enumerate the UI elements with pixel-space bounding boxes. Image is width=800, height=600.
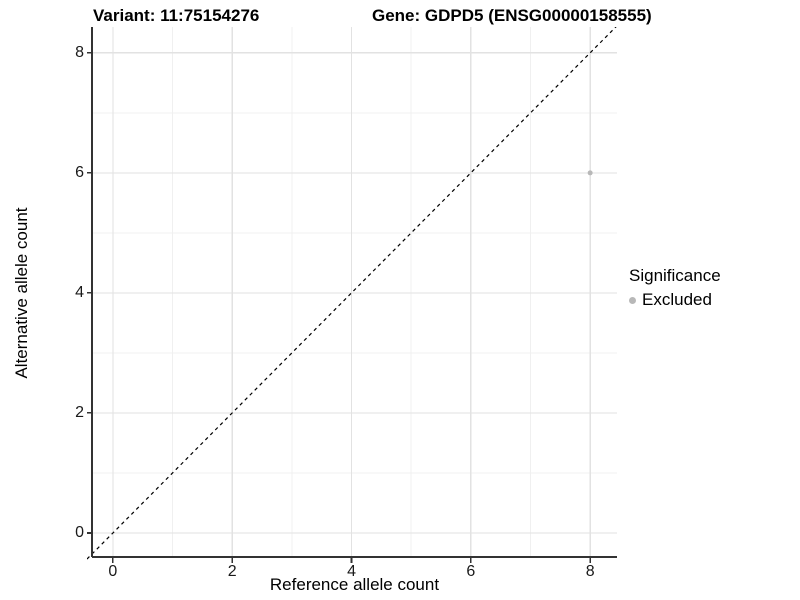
y-tick-label: 2 [75,403,84,421]
plot-title-variant: Variant: 11:75154276 [93,6,260,25]
y-tick-label: 6 [75,163,84,181]
y-tick-label: 0 [75,523,84,541]
y-tick-label: 8 [75,43,84,61]
legend-item-excluded: Excluded [629,290,721,310]
y-axis-title: Alternative allele count [12,207,31,379]
legend-item-label: Excluded [642,290,712,309]
legend-point-icon [629,296,636,304]
x-tick-label: 6 [466,563,476,580]
data-point [587,170,593,176]
plot-title-gene: Gene: GDPD5 (ENSG00000158555) [372,6,652,25]
x-tick-label: 2 [227,563,237,580]
x-axis-title: Reference allele count [269,575,440,594]
x-tick-label: 0 [108,563,118,580]
x-tick-label: 8 [585,563,595,580]
legend-title: Significance [629,266,721,285]
legend: Significance Excluded [629,266,721,310]
y-tick-label: 4 [75,283,84,301]
plot-panel [87,27,617,563]
x-tick-label: 4 [347,563,356,580]
